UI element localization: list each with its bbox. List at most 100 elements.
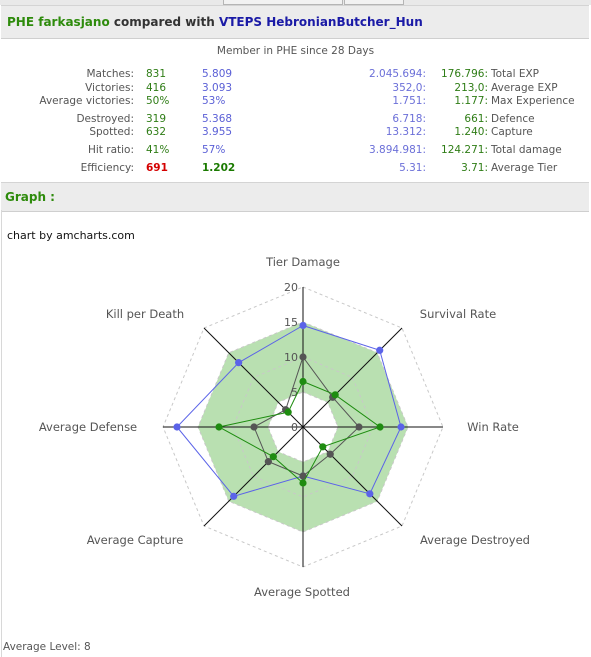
radar-axis-line (302, 426, 403, 527)
radar-point-green (376, 423, 384, 431)
radar-axis-label: Average Spotted (254, 585, 350, 599)
stat-label: Average EXP (491, 82, 558, 94)
radar-series-line-gray (253, 355, 360, 477)
stat-label: Average Tier (491, 162, 558, 174)
radar-grid-ring (232, 356, 374, 498)
radar-series-line-green (217, 380, 382, 484)
radar-point-gray (326, 450, 334, 458)
content-border (1, 210, 2, 657)
stat-value-player-a: 41% (146, 144, 170, 156)
stat-label: Capture (491, 126, 533, 138)
comparison-header: PHE farkasjano compared with VTEPS Hebro… (1, 5, 589, 39)
member-since-text: Member in PHE since 28 Days (216, 45, 375, 57)
stat-value-player-b: 53% (202, 95, 226, 107)
player-a-name[interactable]: farkasjano (38, 15, 110, 29)
stat-value-player-b: 57% (202, 144, 226, 156)
stat-value-player-b: 176.796: (441, 68, 488, 80)
radar-tick-label: 0 (291, 421, 298, 434)
stat-value-player-b: 3.955 (202, 126, 233, 138)
radar-tick-label: 5 (291, 386, 298, 399)
stat-label: Matches: (86, 68, 134, 80)
radar-tick-label: 15 (284, 316, 298, 329)
radar-point-blue (299, 321, 307, 330)
radar-point-green (269, 453, 277, 461)
stat-label: Defence (491, 113, 535, 125)
stat-value-player-a: 352,0: (392, 82, 426, 94)
stat-label: Victories: (85, 82, 134, 94)
stat-value-player-a: 831 (146, 68, 167, 80)
stat-value-player-b: 5.368 (202, 113, 233, 125)
radar-axis-label: Average Defense (39, 420, 137, 434)
radar-point-green (284, 408, 292, 416)
radar-point-gray (329, 393, 337, 401)
stat-value-player-b: 1.240: (454, 126, 488, 138)
stat-value-player-b: 213,0: (454, 82, 488, 94)
radar-grid-ring (197, 321, 409, 533)
radar-axis-line (203, 426, 304, 527)
stat-value-player-a: 691 (146, 162, 168, 174)
graph-title: Graph : (5, 190, 55, 204)
stat-label: Hit ratio: (87, 144, 134, 156)
stat-value-player-a: 6.718: (392, 113, 426, 125)
radar-point-green (215, 423, 223, 431)
stat-label: Max Experience (491, 95, 575, 107)
compared-with-text: compared with (113, 15, 215, 29)
radar-grid-ring (162, 286, 444, 568)
stat-value-player-a: 1.751: (392, 95, 426, 107)
radar-axis-label: Average Destroyed (420, 533, 530, 547)
stat-value-player-b: 661: (464, 113, 488, 125)
chart-credit-link[interactable]: chart by amcharts.com (7, 229, 135, 242)
radar-point-blue (376, 346, 384, 354)
radar-tick-label: 20 (284, 281, 298, 294)
stat-value-player-b: 124.271: (441, 144, 488, 156)
stat-value-player-b: 3.093 (202, 82, 233, 94)
top-tab-button-2[interactable] (344, 0, 404, 5)
radar-point-green (299, 479, 307, 487)
top-tab-button-1[interactable] (223, 0, 343, 5)
radar-point-blue (230, 492, 238, 500)
radar-point-green (319, 443, 327, 451)
radar-point-green (299, 377, 307, 386)
stat-value-player-b: 1.202 (202, 162, 236, 174)
radar-point-gray (282, 406, 290, 414)
graph-section-header: Graph : (1, 182, 589, 212)
stat-label: Spotted: (89, 126, 134, 138)
stat-value-player-b: 5.809 (202, 68, 233, 80)
radar-point-gray (250, 423, 258, 431)
stat-label: Efficiency: (80, 162, 134, 174)
stat-label: Destroyed: (76, 113, 134, 125)
radar-point-blue (397, 423, 405, 431)
stat-value-player-a: 2.045.694: (369, 68, 426, 80)
stat-value-player-a: 319 (146, 113, 167, 125)
player-b-name[interactable]: HebronianButcher_Hun (266, 15, 423, 29)
stat-value-player-a: 3.894.981: (369, 144, 426, 156)
radar-point-gray (299, 472, 307, 480)
comparison-title: PHE farkasjano compared with VTEPS Hebro… (7, 15, 423, 29)
clan-b-tag[interactable]: VTEPS (218, 15, 263, 29)
radar-axis-label: Kill per Death (106, 307, 184, 321)
stat-label: Total EXP (491, 68, 540, 80)
radar-grid-ring (267, 391, 339, 463)
radar-band (198, 322, 408, 532)
stat-label: Total damage (491, 144, 562, 156)
radar-point-blue (173, 423, 181, 431)
stat-value-player-b: 1.177: (454, 95, 488, 107)
radar-point-green (331, 391, 339, 399)
stat-value-player-a: 50% (146, 95, 170, 107)
stat-label: Average victories: (39, 95, 134, 107)
radar-point-gray (299, 353, 307, 361)
radar-point-gray (264, 458, 272, 466)
stat-value-player-a: 13.312: (385, 126, 426, 138)
radar-axis-line (302, 327, 403, 428)
radar-tick-label: 10 (284, 351, 298, 364)
radar-point-blue (235, 359, 243, 367)
radar-point-blue (299, 472, 307, 480)
average-level-text: Average Level: 8 (3, 641, 91, 653)
stat-value-player-b: 3.71: (461, 162, 488, 174)
stat-value-player-a: 5.31: (399, 162, 426, 174)
radar-axis-label: Average Capture (87, 533, 184, 547)
radar-axis-label: Win Rate (467, 420, 519, 434)
radar-axis-line (203, 327, 304, 428)
radar-point-blue (366, 490, 374, 498)
clan-a-tag[interactable]: PHE (7, 15, 35, 29)
